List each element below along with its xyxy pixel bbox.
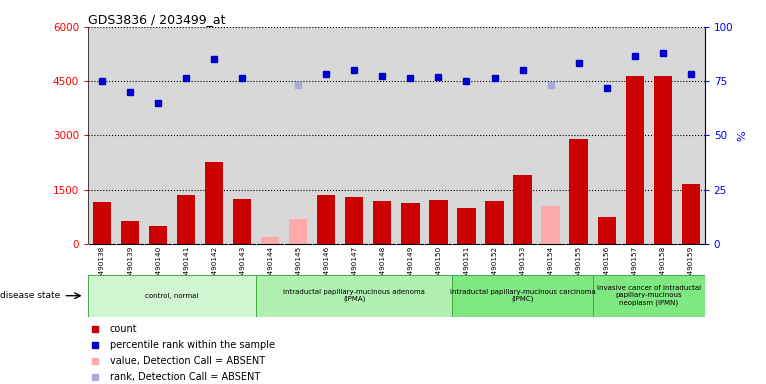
Text: GSM490150: GSM490150 (435, 245, 441, 290)
Text: GSM490152: GSM490152 (492, 245, 497, 290)
Bar (569, 139, 588, 244)
Text: GSM490155: GSM490155 (575, 245, 581, 290)
Text: GSM490142: GSM490142 (211, 245, 218, 290)
Text: GSM490147: GSM490147 (352, 245, 358, 290)
Bar (93, 202, 111, 244)
Bar (429, 200, 447, 244)
Bar (121, 221, 139, 244)
Bar (401, 203, 420, 244)
Bar (257, 275, 453, 317)
Text: rank, Detection Call = ABSENT: rank, Detection Call = ABSENT (110, 372, 260, 382)
Text: disease state: disease state (0, 291, 61, 300)
Bar (626, 76, 643, 244)
Text: percentile rank within the sample: percentile rank within the sample (110, 340, 275, 350)
Text: GSM490139: GSM490139 (127, 245, 133, 290)
Text: GSM490154: GSM490154 (548, 245, 554, 290)
Text: control, normal: control, normal (146, 293, 199, 299)
Text: GSM490140: GSM490140 (155, 245, 161, 290)
Bar (486, 201, 503, 244)
Text: GSM490151: GSM490151 (463, 245, 470, 290)
Text: GSM490149: GSM490149 (408, 245, 414, 290)
Text: count: count (110, 324, 137, 334)
Bar (597, 217, 616, 244)
Text: GSM490157: GSM490157 (632, 245, 637, 290)
Bar (373, 201, 391, 244)
Bar (593, 275, 705, 317)
Text: invasive cancer of intraductal
papillary-mucinous
neoplasm (IPMN): invasive cancer of intraductal papillary… (597, 285, 701, 306)
Bar (453, 275, 593, 317)
Bar (149, 227, 167, 244)
Bar (88, 275, 257, 317)
Bar (682, 184, 700, 244)
Text: intraductal papillary-mucinous adenoma
(IPMA): intraductal papillary-mucinous adenoma (… (283, 289, 425, 303)
Text: GSM490153: GSM490153 (519, 245, 525, 290)
Text: intraductal papillary-mucinous carcinoma
(IPMC): intraductal papillary-mucinous carcinoma… (450, 289, 595, 303)
Text: GSM490159: GSM490159 (688, 245, 694, 290)
Text: GSM490141: GSM490141 (183, 245, 189, 290)
Text: GSM490158: GSM490158 (660, 245, 666, 290)
Bar (653, 76, 672, 244)
Text: GSM490145: GSM490145 (296, 245, 301, 290)
Text: GSM490146: GSM490146 (323, 245, 329, 290)
Bar (345, 197, 364, 244)
Text: GDS3836 / 203499_at: GDS3836 / 203499_at (88, 13, 226, 26)
Text: value, Detection Call = ABSENT: value, Detection Call = ABSENT (110, 356, 265, 366)
Bar (261, 237, 280, 244)
Y-axis label: %: % (738, 130, 748, 141)
Bar (233, 199, 251, 244)
Bar (457, 208, 476, 244)
Bar (542, 206, 560, 244)
Bar (317, 195, 336, 244)
Text: GSM490144: GSM490144 (267, 245, 273, 290)
Text: GSM490143: GSM490143 (239, 245, 245, 290)
Bar (205, 162, 224, 244)
Text: GSM490156: GSM490156 (604, 245, 610, 290)
Text: GSM490148: GSM490148 (379, 245, 385, 290)
Bar (177, 195, 195, 244)
Bar (290, 219, 307, 244)
Bar (513, 175, 532, 244)
Text: GSM490138: GSM490138 (99, 245, 105, 290)
